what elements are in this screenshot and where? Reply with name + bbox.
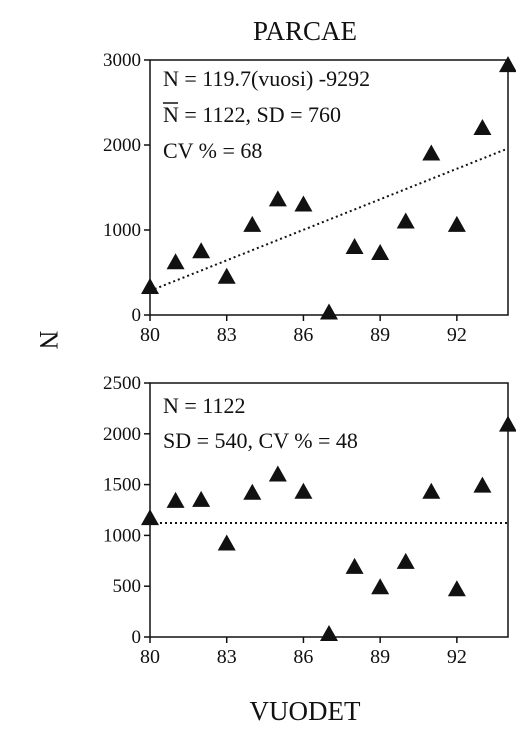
data-point-marker: [166, 491, 185, 508]
y-tick-label: 2000: [103, 424, 141, 445]
data-point-marker: [268, 190, 287, 207]
x-tick-label: 89: [370, 324, 390, 346]
data-point-marker: [422, 482, 441, 499]
x-axis-label: VUODET: [250, 696, 361, 726]
data-point-marker: [192, 490, 211, 507]
trend-line: [149, 147, 509, 292]
data-point-marker: [422, 144, 441, 161]
data-point-marker: [166, 253, 185, 270]
chart-panel-top: 0 1000 2000 3000 80 83 86 89 92 N = 119.7(vuosi) …: [103, 50, 516, 346]
x-tick-label: 83: [217, 324, 237, 346]
x-tick-label: 80: [140, 324, 160, 346]
annotation-text: N = 119.7(vuosi) -9292: [163, 66, 370, 91]
data-point-marker: [345, 557, 364, 574]
x-tick-label: 86: [293, 646, 313, 668]
data-point-marker: [473, 119, 492, 135]
annotation-text: CV % = 68: [163, 138, 262, 163]
plot-frame: [149, 382, 509, 638]
data-point-marker: [371, 578, 390, 595]
figure-title: PARCAE: [253, 16, 357, 46]
y-tick-label: 1500: [103, 475, 141, 496]
y-tick-label: 0: [132, 627, 142, 648]
data-point-marker: [243, 215, 262, 232]
data-point-marker: [320, 303, 338, 320]
data-point-marker: [371, 243, 390, 260]
y-tick-label: 1000: [103, 525, 141, 546]
y-tick-label: 2500: [103, 373, 141, 394]
x-tick-label: 92: [447, 646, 467, 668]
chart-panel-bottom: 0 500 1000 1500 2000 2500 80 83 86 89 92 N = 1122 SD…: [103, 373, 516, 668]
data-point-marker: [345, 238, 364, 254]
x-tick-label: 92: [447, 324, 467, 346]
x-tick-label: 80: [140, 646, 160, 668]
data-point-marker: [473, 476, 492, 493]
x-tick-label: 83: [217, 646, 237, 668]
data-point-marker: [447, 580, 466, 597]
data-point-marker: [243, 483, 262, 500]
data-point-marker: [396, 552, 415, 569]
x-tick-label: 86: [293, 324, 313, 346]
y-tick-label: 0: [132, 305, 142, 326]
data-point-marker: [217, 534, 236, 551]
data-point-marker: [192, 242, 211, 259]
data-point-marker: [396, 212, 415, 229]
data-point-marker: [268, 465, 287, 482]
y-axis-label: N: [34, 331, 63, 350]
annotation-text: N = 1122, SD = 760: [163, 102, 341, 127]
x-tick-label: 89: [370, 646, 390, 668]
y-tick-label: 500: [113, 576, 142, 597]
data-point-marker: [320, 624, 338, 641]
data-point-marker: [294, 482, 313, 499]
y-tick-label: 3000: [103, 50, 141, 71]
data-point-marker: [499, 415, 516, 432]
data-point-marker: [217, 267, 236, 284]
y-tick-label: 2000: [103, 135, 141, 156]
plot-frame: [149, 59, 509, 316]
y-tick-label: 1000: [103, 220, 141, 241]
annotation-text: SD = 540, CV % = 48: [163, 428, 358, 453]
data-point-marker: [141, 277, 159, 294]
annotation-text: N = 1122: [163, 393, 245, 418]
data-point-marker: [141, 509, 159, 526]
data-point-marker: [294, 195, 313, 212]
data-point-marker: [499, 56, 516, 73]
data-point-marker: [447, 215, 466, 232]
